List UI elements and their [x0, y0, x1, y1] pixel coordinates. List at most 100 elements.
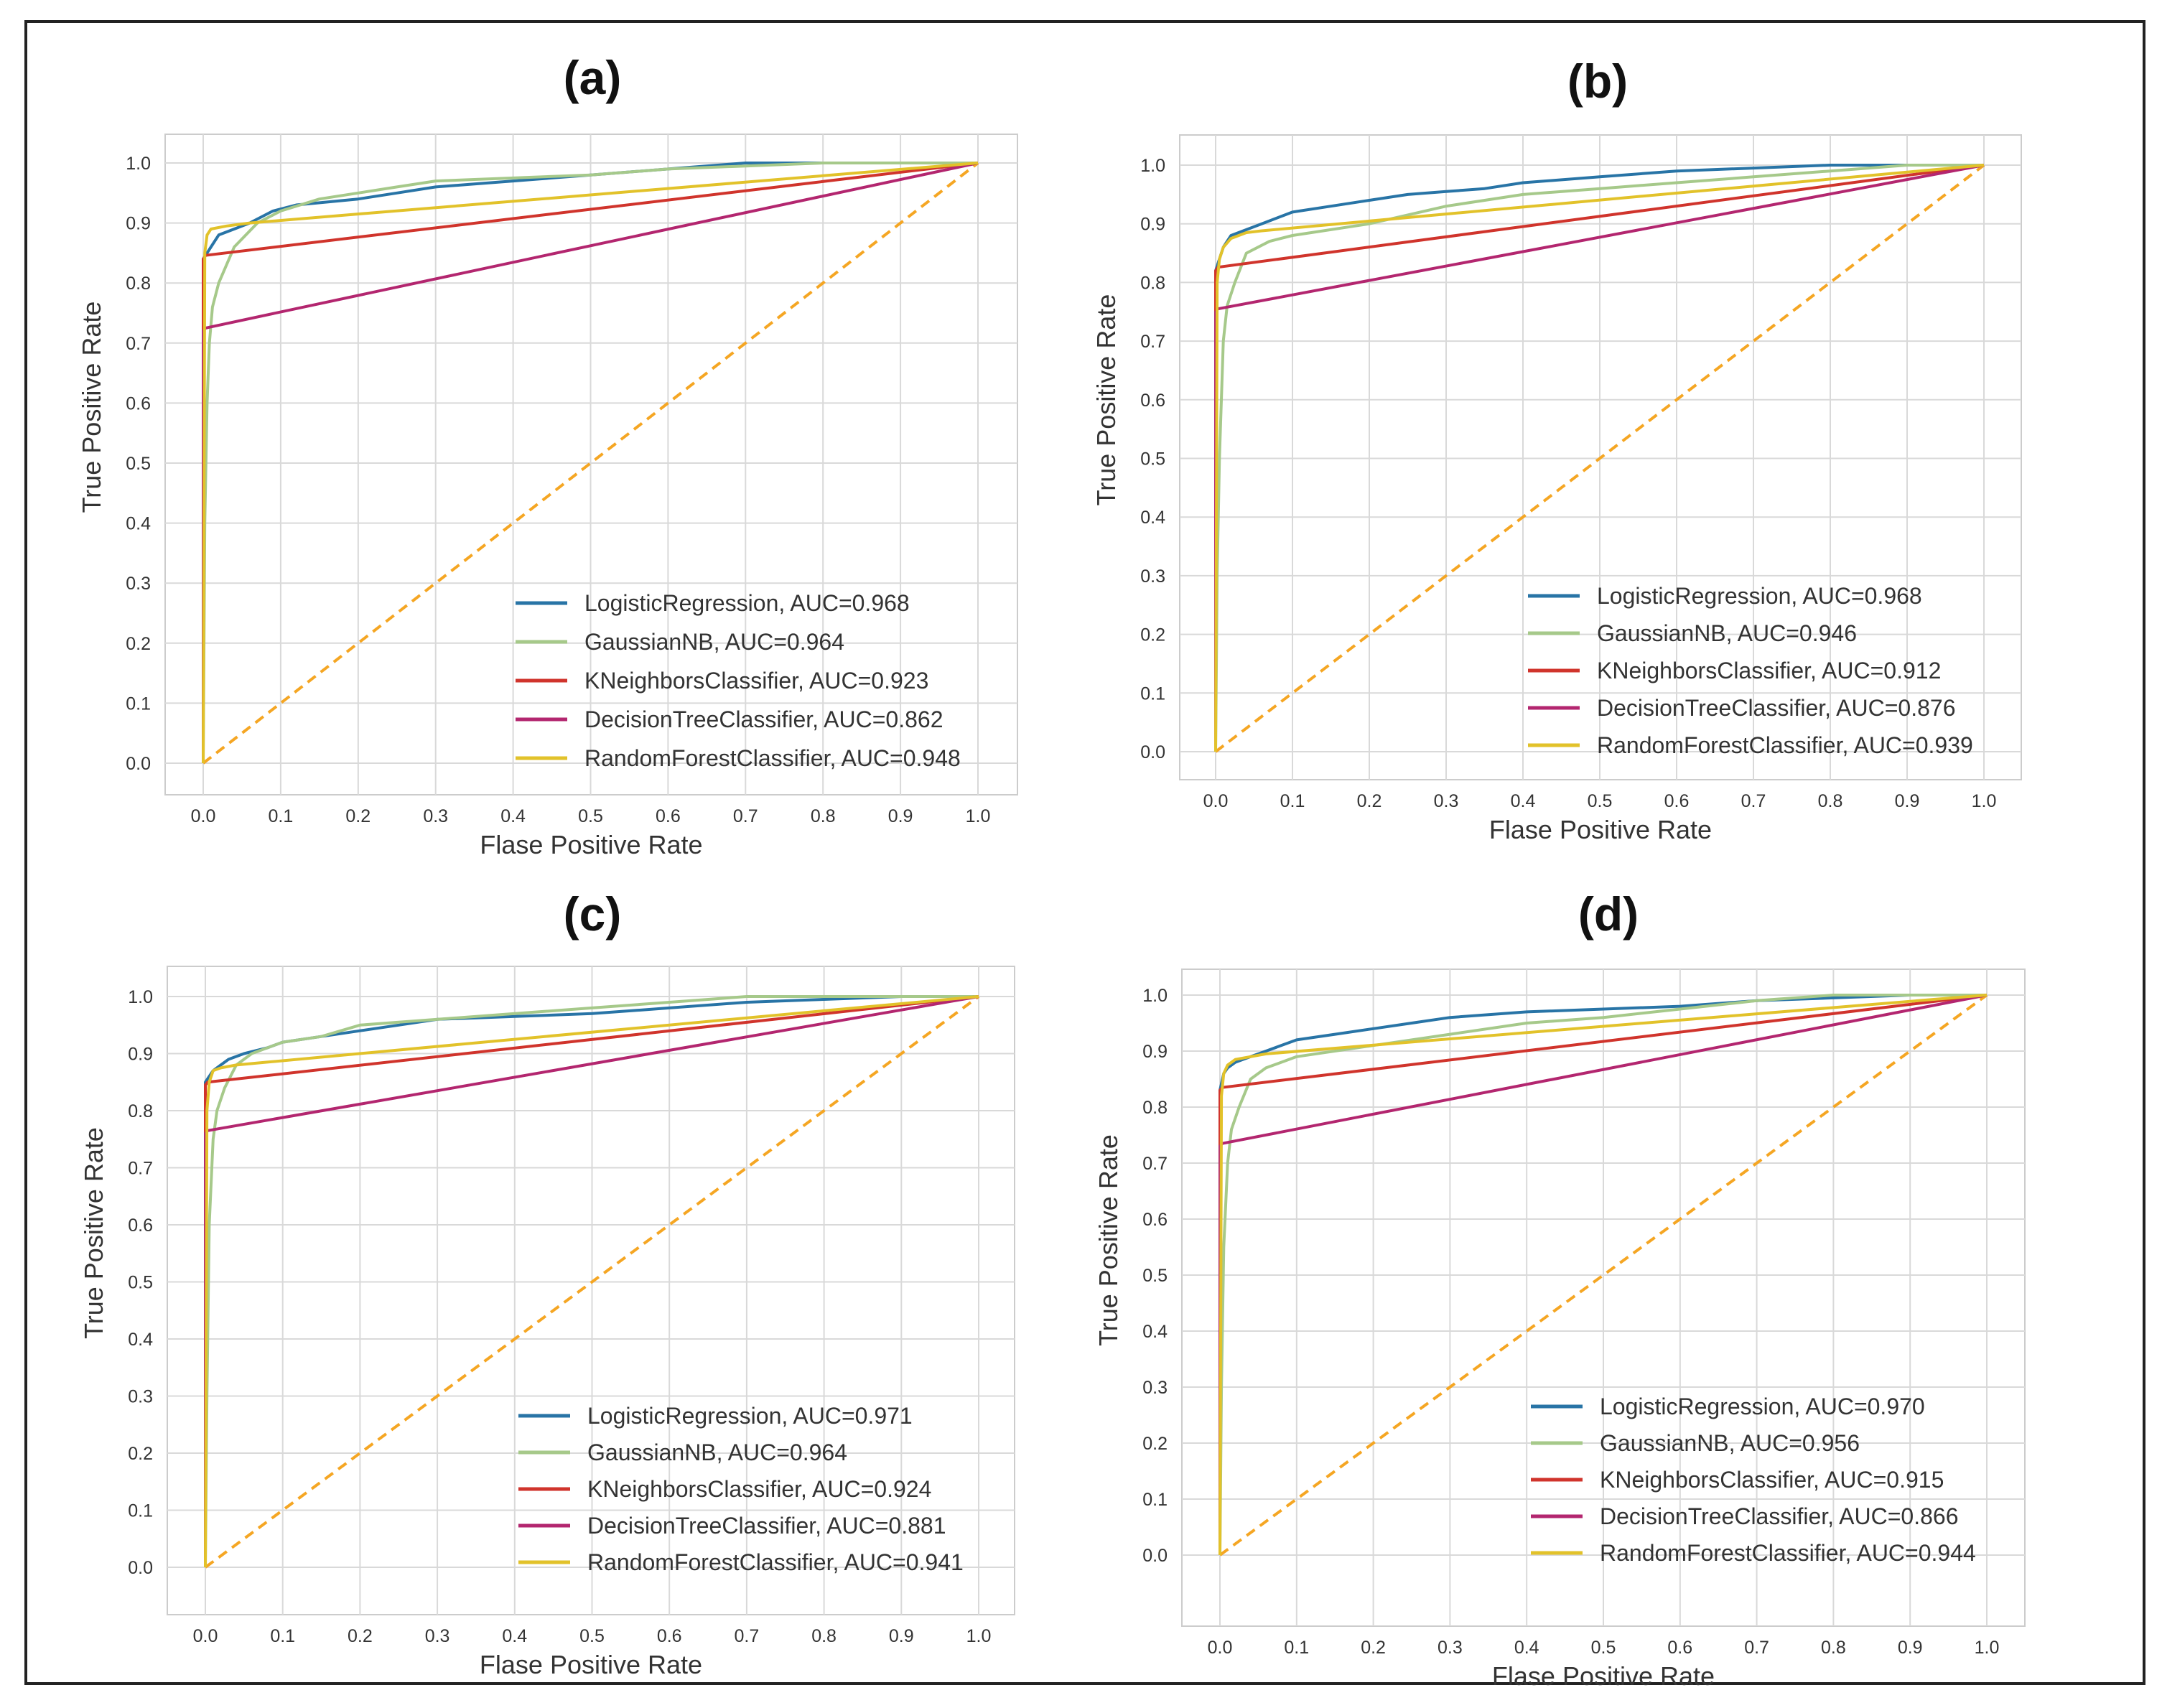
series-line-chance	[1214, 164, 1985, 753]
y-tick-label: 0.4	[1140, 508, 1165, 528]
panel-title: (c)	[563, 887, 622, 941]
x-tick-label: 0.2	[1357, 791, 1382, 811]
y-tick-label: 1.0	[128, 987, 153, 1007]
x-tick-label: 0.4	[500, 806, 526, 826]
x-tick-label: 0.7	[735, 1626, 760, 1646]
panel-title: (b)	[1567, 55, 1629, 108]
panel-title: (d)	[1578, 887, 1639, 941]
y-tick-label: 1.0	[1142, 986, 1168, 1006]
x-tick-label: 0.8	[1818, 791, 1843, 811]
y-tick-label: 0.7	[128, 1159, 153, 1179]
y-tick-label: 0.5	[1140, 449, 1165, 470]
x-tick-label: 0.9	[1898, 1638, 1923, 1658]
y-tick-label: 0.8	[1142, 1098, 1168, 1118]
legend-label: LogisticRegression, AUC=0.968	[1597, 583, 1922, 609]
x-tick-label: 0.9	[889, 1626, 914, 1646]
y-tick-label: 0.4	[126, 514, 151, 534]
series-line-GaussianNB	[1219, 994, 1987, 1556]
x-tick-label: 0.4	[1511, 791, 1536, 811]
x-tick-label: 1.0	[966, 1626, 992, 1646]
y-tick-label: 0.2	[1142, 1434, 1168, 1454]
x-tick-label: 0.6	[657, 1626, 682, 1646]
chart-panel-(a): 0.0 0.1 0.2 0.3 0.4 0.5 0.6 0.7 0.8 0.9 1.0 0.0 0.1 0…	[77, 134, 1018, 859]
x-tick-label: 0.5	[578, 806, 603, 826]
legend-label: KNeighborsClassifier, AUC=0.915	[1600, 1467, 1944, 1493]
y-tick-label: 0.5	[128, 1273, 153, 1293]
legend-label: LogisticRegression, AUC=0.970	[1600, 1394, 1925, 1419]
x-tick-label: 0.1	[1280, 791, 1305, 811]
x-tick-label: 0.2	[1361, 1638, 1386, 1658]
y-tick-label: 0.1	[1142, 1490, 1168, 1510]
x-tick-label: 0.1	[270, 1626, 295, 1646]
series-line-chance	[204, 995, 980, 1569]
x-tick-label: 0.7	[1741, 791, 1766, 811]
x-tick-label: 0.5	[579, 1626, 605, 1646]
y-tick-label: 0.2	[128, 1444, 153, 1464]
y-tick-label: 0.6	[1140, 391, 1165, 411]
y-tick-label: 0.8	[128, 1101, 153, 1121]
y-tick-label: 1.0	[126, 154, 151, 174]
y-tick-label: 0.3	[1140, 566, 1165, 587]
legend-label: RandomForestClassifier, AUC=0.941	[587, 1549, 964, 1575]
legend-label: LogisticRegression, AUC=0.968	[584, 590, 910, 616]
chart-panel-(d): 0.0 0.1 0.2 0.3 0.4 0.5 0.6 0.7 0.8 0.9 1.0 0.0 0.1 0…	[1094, 969, 2026, 1691]
y-tick-label: 0.4	[1142, 1322, 1168, 1342]
x-tick-label: 1.0	[1972, 791, 1997, 811]
x-tick-label: 0.5	[1588, 791, 1613, 811]
x-tick-label: 0.1	[269, 806, 294, 826]
x-axis-label: Flase Positive Rate	[1489, 815, 1712, 844]
y-tick-label: 0.1	[128, 1501, 153, 1521]
y-tick-label: 0.6	[126, 393, 151, 414]
y-tick-label: 0.9	[1140, 215, 1165, 235]
legend-label: GaussianNB, AUC=0.956	[1600, 1430, 1860, 1456]
y-tick-label: 0.3	[128, 1387, 153, 1407]
legend-label: KNeighborsClassifier, AUC=0.912	[1597, 658, 1941, 683]
x-tick-label: 0.8	[1821, 1638, 1846, 1658]
y-tick-label: 0.5	[126, 454, 151, 474]
x-tick-label: 0.0	[1208, 1638, 1233, 1658]
y-tick-label: 0.0	[1142, 1546, 1168, 1566]
y-tick-label: 0.3	[126, 574, 151, 594]
x-tick-label: 0.3	[1438, 1638, 1463, 1658]
legend-label: DecisionTreeClassifier, AUC=0.876	[1597, 695, 1955, 721]
legend-label: KNeighborsClassifier, AUC=0.923	[584, 668, 928, 694]
x-tick-label: 0.6	[1664, 791, 1690, 811]
series-line-chance	[1219, 994, 1988, 1557]
x-tick-label: 1.0	[966, 806, 991, 826]
x-tick-label: 0.5	[1591, 1638, 1616, 1658]
y-tick-label: 0.9	[128, 1045, 153, 1065]
legend-label: GaussianNB, AUC=0.946	[1597, 620, 1857, 646]
y-tick-label: 0.9	[126, 214, 151, 234]
y-axis-label: True Positive Rate	[1094, 1134, 1123, 1346]
legend-label: GaussianNB, AUC=0.964	[587, 1439, 847, 1465]
legend-label: GaussianNB, AUC=0.964	[584, 629, 844, 655]
legend-label: RandomForestClassifier, AUC=0.939	[1597, 732, 1973, 758]
x-tick-label: 0.0	[193, 1626, 218, 1646]
x-tick-label: 0.2	[345, 806, 371, 826]
series-line-RandomForestClassifier	[202, 162, 979, 764]
series-line-GaussianNB	[204, 995, 979, 1568]
figure-frame	[24, 20, 2145, 1685]
y-tick-label: 0.7	[126, 334, 151, 354]
x-axis-label: Flase Positive Rate	[480, 830, 702, 859]
x-tick-label: 0.4	[502, 1626, 527, 1646]
x-tick-label: 0.7	[1744, 1638, 1769, 1658]
x-tick-label: 0.6	[1667, 1638, 1692, 1658]
x-tick-label: 0.2	[348, 1626, 373, 1646]
y-tick-label: 0.3	[1142, 1378, 1168, 1398]
y-tick-label: 0.6	[1142, 1210, 1168, 1230]
x-tick-label: 0.7	[733, 806, 758, 826]
x-tick-label: 0.3	[425, 1626, 450, 1646]
legend-label: RandomForestClassifier, AUC=0.948	[584, 745, 961, 771]
x-tick-label: 0.9	[888, 806, 913, 826]
y-tick-label: 1.0	[1140, 156, 1165, 176]
y-tick-label: 0.4	[128, 1330, 153, 1350]
y-axis-label: True Positive Rate	[77, 302, 106, 513]
y-tick-label: 0.0	[1140, 742, 1165, 762]
y-tick-label: 0.5	[1142, 1266, 1168, 1286]
y-tick-label: 0.9	[1142, 1042, 1168, 1062]
y-tick-label: 0.1	[126, 694, 151, 714]
series-line-chance	[202, 162, 979, 765]
series-line-GaussianNB	[202, 162, 978, 764]
